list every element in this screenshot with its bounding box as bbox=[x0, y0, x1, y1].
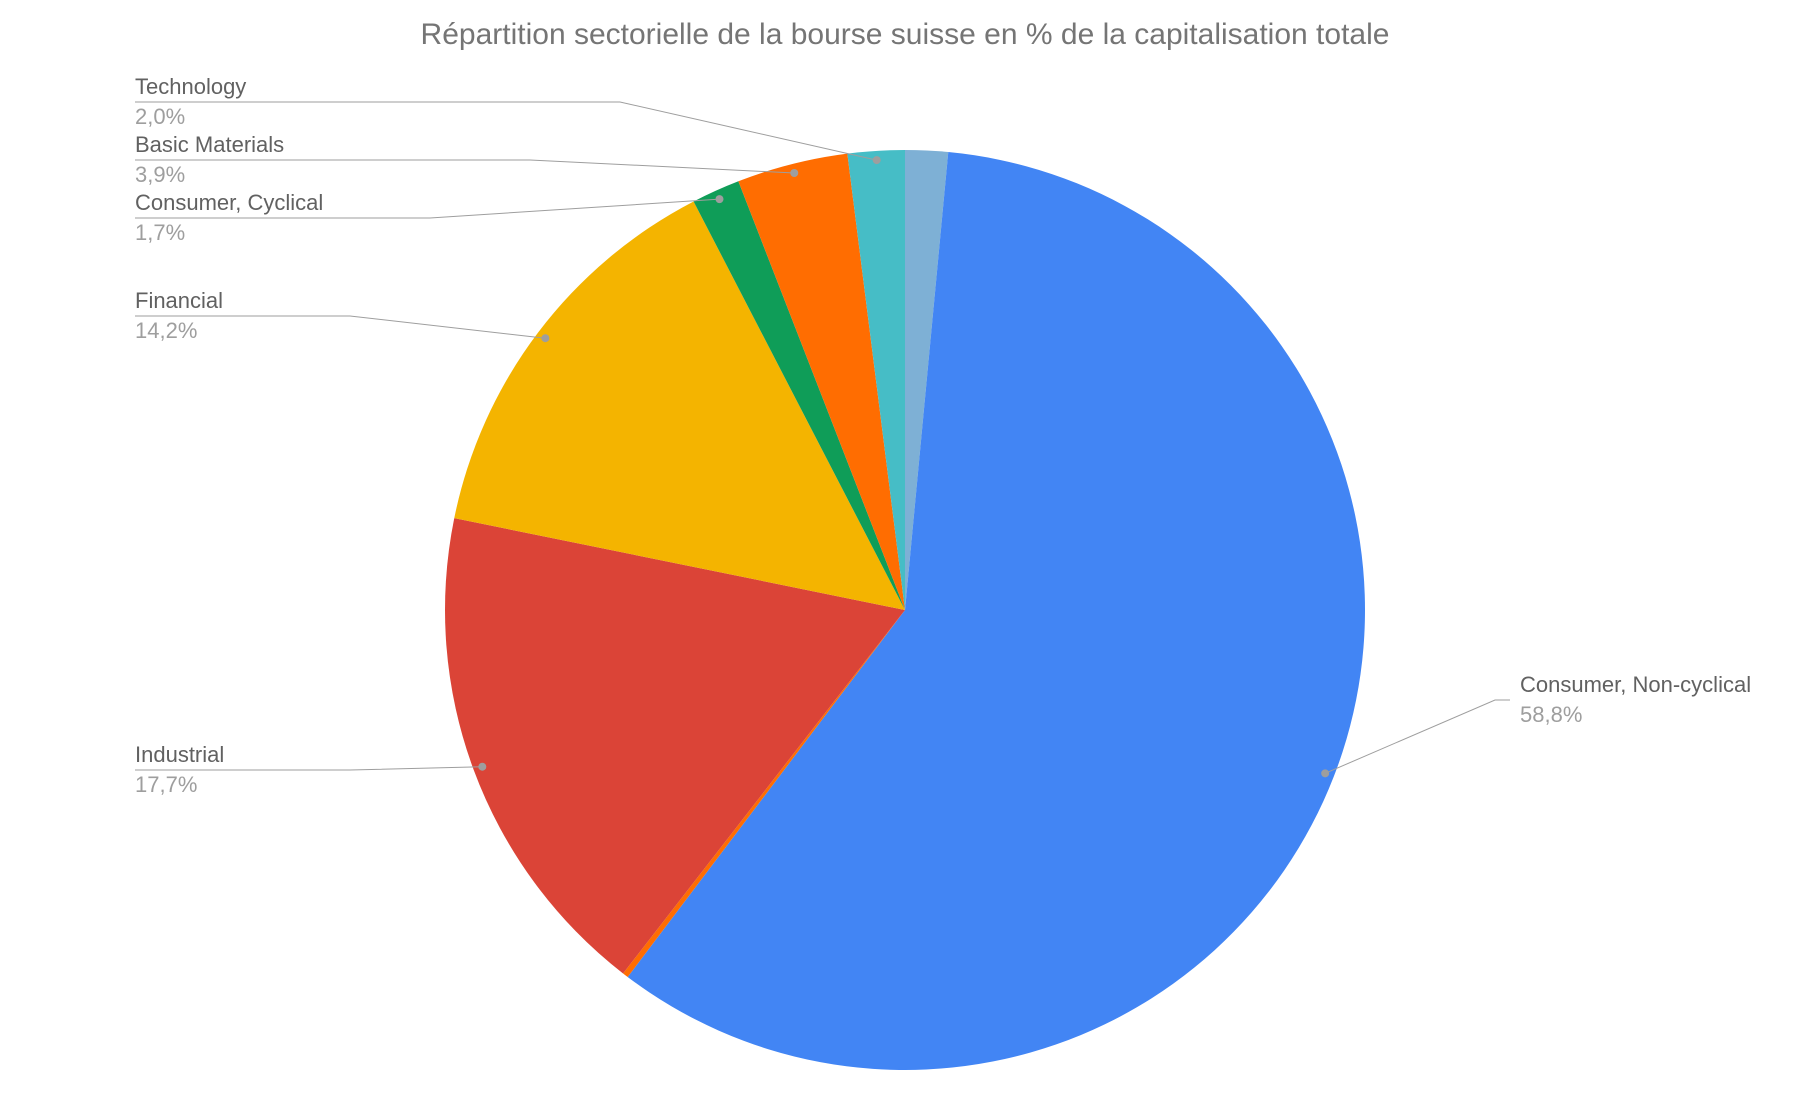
slice-label-name: Technology bbox=[135, 74, 246, 99]
pie-chart-svg: Consumer, Non-cyclical 58,8% Industrial 17,… bbox=[0, 0, 1810, 1114]
slice-label-pct: 14,2% bbox=[135, 318, 197, 343]
slice-label-name: Basic Materials bbox=[135, 132, 284, 157]
slice-label-pct: 1,7% bbox=[135, 220, 185, 245]
leader-line bbox=[135, 160, 794, 173]
slice-label-pct: 58,8% bbox=[1520, 702, 1582, 727]
slice-label-name: Financial bbox=[135, 288, 223, 313]
slice-label-name: Industrial bbox=[135, 742, 224, 767]
slice-label-pct: 2,0% bbox=[135, 104, 185, 129]
chart-title: Répartition sectorielle de la bourse sui… bbox=[0, 18, 1810, 52]
slice-label-name: Consumer, Cyclical bbox=[135, 190, 323, 215]
slice-label-pct: 17,7% bbox=[135, 772, 197, 797]
slice-label-name: Consumer, Non-cyclical bbox=[1520, 672, 1751, 697]
pie-chart-container: Répartition sectorielle de la bourse sui… bbox=[0, 0, 1810, 1114]
slice-label-pct: 3,9% bbox=[135, 162, 185, 187]
leader-line bbox=[135, 767, 482, 770]
